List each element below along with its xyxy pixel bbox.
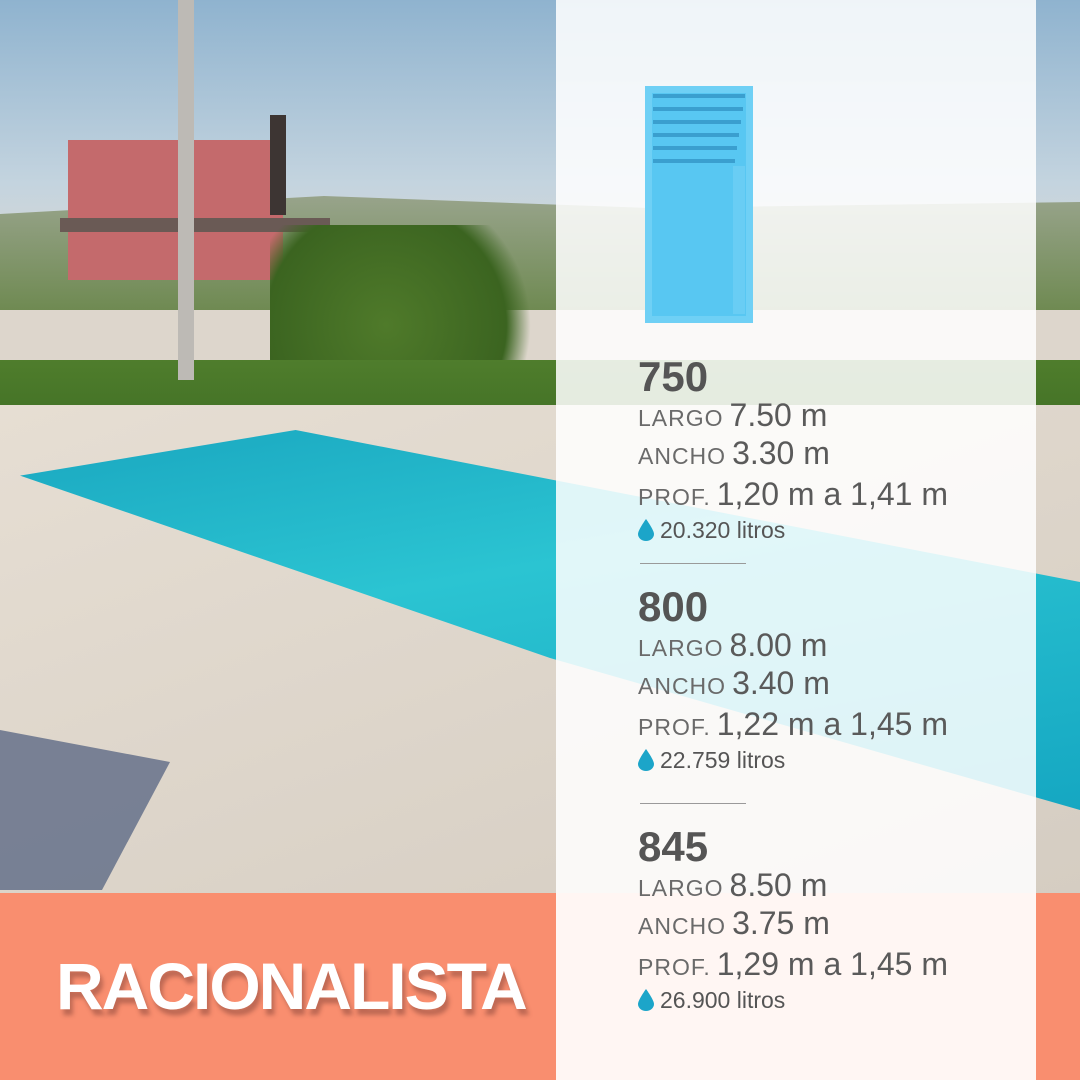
prof-value: 1,22 m a 1,45 m [716,706,948,742]
volume-value: 22.759 litros [660,747,786,773]
divider [640,803,746,804]
ancho-label: ANCHO [638,443,727,469]
specs-panel-lower [556,893,1036,1080]
prof-label: PROF. [638,954,711,980]
water-drop-icon [638,749,654,771]
model-845-specs: 845 LARGO 8.50 m ANCHO 3.75 m PROF. 1,29 m … [638,826,948,1017]
largo-value: 8.00 m [729,627,828,663]
prof-value: 1,20 m a 1,41 m [716,476,948,512]
ancho-value: 3.40 m [732,665,830,701]
water-drop-icon [638,519,654,541]
ancho-label: ANCHO [638,673,727,699]
pool-shape-icon [645,86,753,323]
product-line-title: RACIONALISTA [56,949,528,1023]
largo-label: LARGO [638,875,724,901]
ancho-value: 3.30 m [732,435,830,471]
model-750-specs: 750 LARGO 7.50 m ANCHO 3.30 m PROF. 1,20 m … [638,356,948,547]
largo-label: LARGO [638,635,724,661]
model-name: 845 [638,823,709,870]
largo-label: LARGO [638,405,724,431]
photo-pole [178,0,194,380]
prof-label: PROF. [638,484,711,510]
largo-value: 7.50 m [729,397,828,433]
volume-value: 26.900 litros [660,987,786,1013]
photo-house [68,140,283,280]
prof-label: PROF. [638,714,711,740]
photo-chimney [270,115,286,215]
ancho-label: ANCHO [638,913,727,939]
volume-value: 20.320 litros [660,517,786,543]
model-name: 800 [638,583,709,630]
ancho-value: 3.75 m [732,905,830,941]
model-800-specs: 800 LARGO 8.00 m ANCHO 3.40 m PROF. 1,22 m … [638,586,948,777]
photo-house-roof [60,218,330,232]
water-drop-icon [638,989,654,1011]
largo-value: 8.50 m [729,867,828,903]
divider [640,563,746,564]
model-name: 750 [638,353,709,400]
prof-value: 1,29 m a 1,45 m [716,946,948,982]
